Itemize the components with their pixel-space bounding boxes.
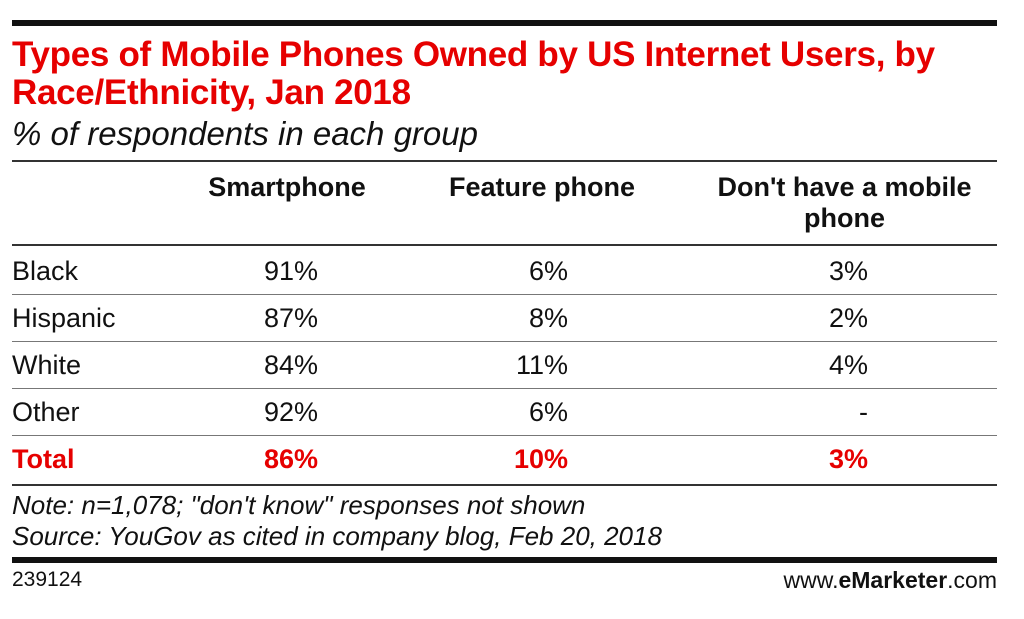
top-rule	[12, 20, 997, 26]
notes-rule	[12, 484, 997, 486]
cell-other-smartphone: 92%	[263, 397, 318, 427]
cell-white-no-phone: 4%	[828, 350, 868, 380]
row-label-other: Other	[12, 397, 80, 427]
cell-black-no-phone: 3%	[828, 256, 868, 286]
cell-black-smartphone: 91%	[263, 256, 318, 286]
brand-e: e	[838, 567, 852, 593]
row-label-black: Black	[12, 256, 79, 286]
row-label-white: White	[12, 350, 82, 380]
cell-hispanic-feature-phone: 8%	[528, 303, 568, 333]
row-divider	[12, 294, 997, 295]
bottom-rule	[12, 557, 997, 563]
chart-id: 239124	[12, 568, 83, 591]
row-label-hispanic: Hispanic	[12, 303, 116, 333]
brand-suffix: .com	[947, 567, 997, 593]
row-label-total: Total	[12, 444, 75, 474]
cell-white-smartphone: 84%	[263, 350, 318, 380]
cell-hispanic-no-phone: 2%	[828, 303, 868, 333]
source-text: Source: YouGov as cited in company blog,…	[12, 521, 662, 551]
note-text: Note: n=1,078; "don't know" responses no…	[12, 490, 586, 520]
column-header-smartphone: Smartphone	[208, 172, 366, 202]
brand-name: Marketer	[851, 567, 948, 593]
chart-subtitle: % of respondents in each group	[12, 115, 478, 152]
column-header-feature-phone: Feature phone	[448, 172, 636, 202]
header-rule	[12, 160, 997, 162]
cell-total-smartphone: 86%	[263, 444, 318, 474]
row-divider	[12, 435, 997, 436]
emarketer-logo: www.eMarketer.com	[784, 567, 997, 593]
cell-hispanic-smartphone: 87%	[263, 303, 318, 333]
cell-black-feature-phone: 6%	[528, 256, 568, 286]
row-divider	[12, 388, 997, 389]
column-header-no-mobile-phone: Don't have a mobile phone	[717, 172, 972, 233]
row-rule	[12, 244, 997, 246]
cell-total-no-phone: 3%	[828, 444, 868, 474]
cell-white-feature-phone: 11%	[515, 350, 568, 380]
brand-prefix: www.	[783, 567, 839, 593]
cell-other-no-phone: -	[859, 397, 868, 427]
cell-other-feature-phone: 6%	[528, 397, 568, 427]
chart-frame: Types of Mobile Phones Owned by US Inter…	[12, 0, 997, 619]
row-divider	[12, 341, 997, 342]
chart-title: Types of Mobile Phones Owned by US Inter…	[12, 35, 935, 112]
cell-total-feature-phone: 10%	[513, 444, 568, 474]
